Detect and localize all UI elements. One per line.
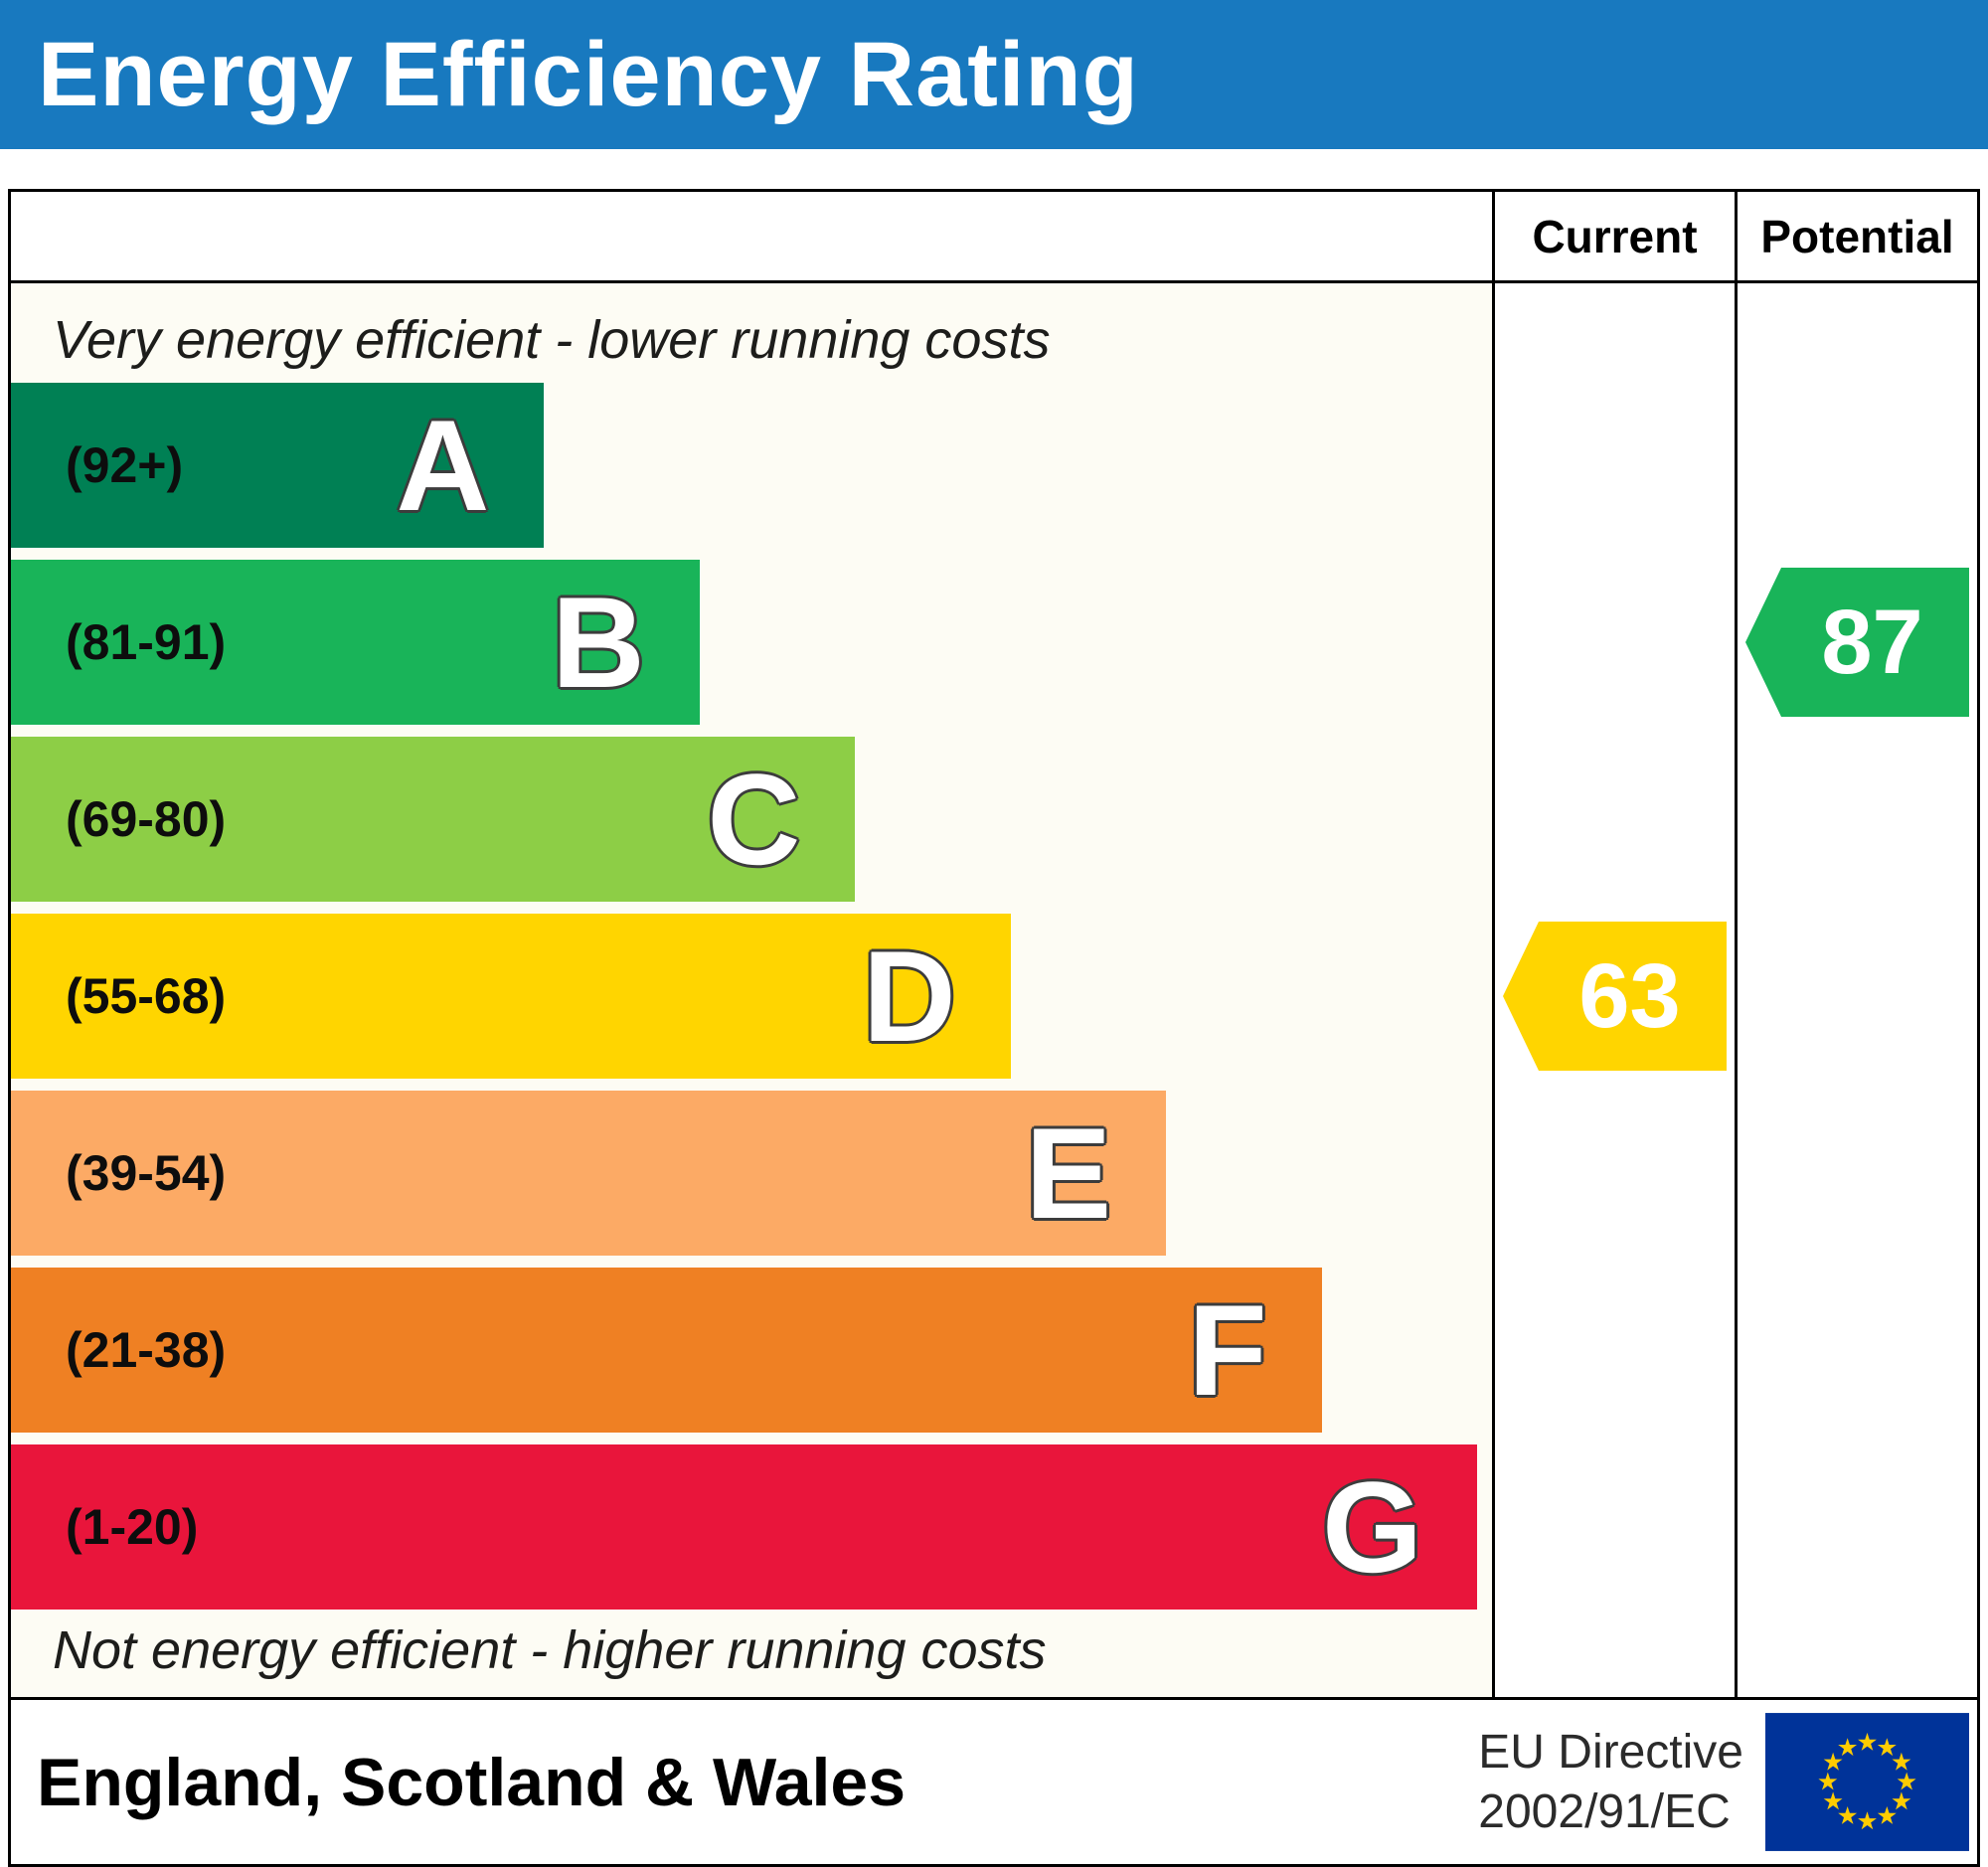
- band-f: (21-38) F: [11, 1268, 1322, 1433]
- band-d-range-label: (55-68): [66, 968, 227, 1024]
- eu-directive-label: EU Directive 2002/91/EC: [1478, 1723, 1743, 1842]
- eu-directive-line1: EU Directive: [1478, 1725, 1743, 1779]
- band-d: (55-68) D: [11, 914, 1011, 1079]
- band-d-letter: D: [862, 924, 956, 1069]
- band-list: (92+) A (81-91) B (69-80) C (55-68) D: [11, 383, 1492, 1621]
- top-note: Very energy efficient - lower running co…: [53, 310, 1051, 370]
- band-e-range-label: (39-54): [66, 1145, 227, 1201]
- potential-column: 87: [1735, 283, 1977, 1697]
- eu-directive-line2: 2002/91/EC: [1478, 1784, 1731, 1838]
- bands-area: Very energy efficient - lower running co…: [11, 283, 1492, 1697]
- band-a-range-label: (92+): [66, 437, 184, 493]
- band-f-letter: F: [1188, 1277, 1267, 1423]
- band-b-letter: B: [551, 570, 645, 715]
- band-c-letter: C: [707, 747, 801, 892]
- footer: England, Scotland & Wales EU Directive 2…: [11, 1697, 1977, 1864]
- band-a-letter: A: [396, 393, 490, 538]
- region-label: England, Scotland & Wales: [37, 1744, 907, 1820]
- bottom-note: Not energy efficient - higher running co…: [53, 1620, 1047, 1680]
- rating-grid: Current Potential Very energy efficient …: [11, 192, 1977, 1697]
- potential-column-header: Potential: [1735, 192, 1977, 283]
- band-b-range-label: (81-91): [66, 614, 227, 670]
- rating-table: Current Potential Very energy efficient …: [8, 189, 1980, 1867]
- potential-rating-arrow: 87: [1745, 568, 1969, 717]
- band-f-range-label: (21-38): [66, 1322, 227, 1378]
- current-rating-value: 63: [1578, 944, 1681, 1047]
- band-c: (69-80) C: [11, 737, 856, 902]
- potential-rating-value: 87: [1821, 591, 1923, 693]
- band-b: (81-91) B: [11, 560, 700, 725]
- band-g-range-label: (1-20): [66, 1499, 199, 1555]
- current-rating-arrow: 63: [1503, 922, 1727, 1071]
- title-banner: Energy Efficiency Rating: [0, 0, 1988, 149]
- band-g: (1-20) G: [11, 1444, 1478, 1610]
- band-a: (92+) A: [11, 383, 545, 548]
- current-column-header: Current: [1492, 192, 1735, 283]
- band-c-range-label: (69-80): [66, 791, 227, 847]
- eu-flag: [1765, 1713, 1969, 1851]
- page-title: Energy Efficiency Rating: [38, 23, 1139, 125]
- band-g-letter: G: [1321, 1454, 1423, 1600]
- band-e: (39-54) E: [11, 1091, 1167, 1256]
- current-column: 63: [1492, 283, 1735, 1697]
- band-e-letter: E: [1025, 1101, 1112, 1246]
- chart-header-spacer: [11, 192, 1492, 283]
